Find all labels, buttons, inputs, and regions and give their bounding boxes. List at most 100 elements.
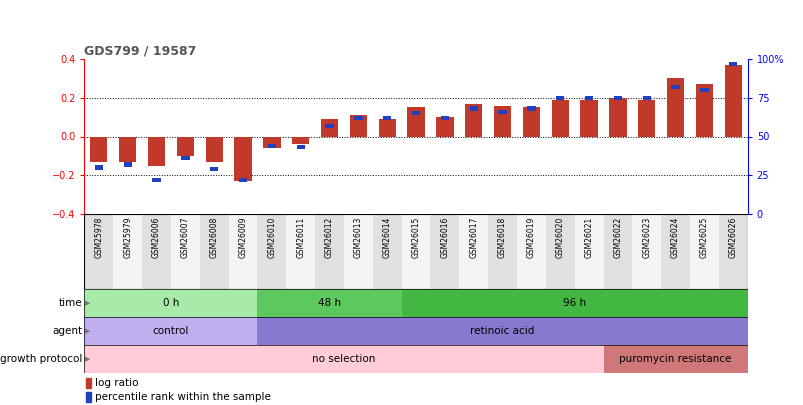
Bar	[84, 289, 257, 317]
Bar	[580, 100, 597, 136]
Bar	[585, 96, 593, 100]
Bar	[113, 214, 142, 289]
Bar	[603, 214, 632, 289]
Bar	[320, 119, 338, 136]
Text: ▶: ▶	[85, 328, 91, 334]
Bar	[469, 107, 477, 111]
Bar	[666, 79, 683, 136]
Bar	[142, 214, 171, 289]
Bar	[699, 88, 707, 92]
Bar	[493, 105, 511, 136]
Bar	[171, 214, 199, 289]
Bar	[436, 117, 453, 136]
Text: GSM26007: GSM26007	[181, 216, 190, 258]
Bar	[613, 96, 622, 100]
Bar	[671, 85, 679, 89]
Text: log ratio: log ratio	[96, 377, 139, 388]
Text: GDS799 / 19587: GDS799 / 19587	[84, 45, 197, 58]
Text: growth protocol: growth protocol	[0, 354, 82, 364]
Bar	[228, 214, 257, 289]
Text: GSM26019: GSM26019	[526, 216, 536, 258]
Bar	[210, 167, 218, 171]
Bar	[234, 136, 251, 181]
Text: GSM26024: GSM26024	[671, 216, 679, 258]
Text: time: time	[59, 298, 82, 308]
Bar	[689, 214, 718, 289]
Text: GSM25978: GSM25978	[94, 216, 104, 258]
Bar	[402, 289, 747, 317]
Bar	[267, 144, 275, 148]
Text: GSM26025: GSM26025	[699, 216, 708, 258]
Text: GSM26006: GSM26006	[152, 216, 161, 258]
Text: control: control	[153, 326, 189, 336]
Bar	[257, 317, 747, 345]
Bar	[728, 62, 736, 66]
Bar	[325, 124, 333, 128]
Bar	[638, 100, 654, 136]
Bar	[498, 110, 506, 114]
Bar	[464, 104, 482, 136]
Text: puromycin resistance: puromycin resistance	[618, 354, 731, 364]
Bar	[718, 214, 747, 289]
Bar	[545, 214, 574, 289]
Bar	[286, 214, 315, 289]
Text: GSM26017: GSM26017	[469, 216, 478, 258]
Bar	[574, 214, 603, 289]
Bar	[522, 107, 540, 136]
Bar	[551, 100, 569, 136]
Text: GSM25979: GSM25979	[123, 216, 132, 258]
Bar	[440, 116, 449, 120]
Text: 96 h: 96 h	[562, 298, 585, 308]
Text: percentile rank within the sample: percentile rank within the sample	[96, 392, 271, 401]
Bar	[296, 145, 304, 149]
Text: GSM26026: GSM26026	[728, 216, 737, 258]
Text: GSM26023: GSM26023	[642, 216, 650, 258]
Bar	[84, 214, 113, 289]
Bar	[459, 214, 487, 289]
Text: GSM26011: GSM26011	[296, 216, 305, 258]
Bar	[487, 214, 516, 289]
Bar	[95, 165, 103, 170]
Text: GSM26021: GSM26021	[584, 216, 593, 258]
Bar	[695, 84, 712, 136]
Bar	[344, 214, 373, 289]
Text: GSM26020: GSM26020	[555, 216, 564, 258]
Bar	[148, 136, 165, 166]
Text: GSM26022: GSM26022	[613, 216, 622, 258]
Text: ▶: ▶	[85, 356, 91, 362]
Bar	[315, 214, 344, 289]
Text: GSM26016: GSM26016	[440, 216, 449, 258]
Bar	[354, 116, 362, 120]
Text: no selection: no selection	[312, 354, 375, 364]
Bar	[516, 214, 545, 289]
Bar	[257, 214, 286, 289]
Bar	[238, 178, 247, 182]
Bar	[660, 214, 689, 289]
Bar	[407, 107, 424, 136]
Bar	[84, 345, 603, 373]
Bar	[609, 98, 626, 136]
Text: 48 h: 48 h	[318, 298, 340, 308]
Text: GSM26009: GSM26009	[238, 216, 247, 258]
Bar	[724, 65, 741, 136]
Text: GSM26013: GSM26013	[353, 216, 362, 258]
Bar	[124, 162, 132, 166]
Bar	[153, 178, 161, 182]
Text: agent: agent	[52, 326, 82, 336]
Text: 0 h: 0 h	[162, 298, 179, 308]
Bar	[199, 214, 228, 289]
Bar	[181, 156, 190, 160]
Text: GSM26012: GSM26012	[324, 216, 333, 258]
Bar	[86, 378, 91, 388]
Bar	[642, 96, 650, 100]
Bar	[632, 214, 660, 289]
Bar	[177, 136, 194, 156]
Bar	[86, 392, 91, 402]
Text: retinoic acid: retinoic acid	[470, 326, 534, 336]
Bar	[263, 136, 280, 148]
Text: GSM26010: GSM26010	[267, 216, 276, 258]
Bar	[84, 317, 257, 345]
Bar	[382, 116, 391, 120]
Bar	[291, 136, 309, 144]
Bar	[373, 214, 402, 289]
